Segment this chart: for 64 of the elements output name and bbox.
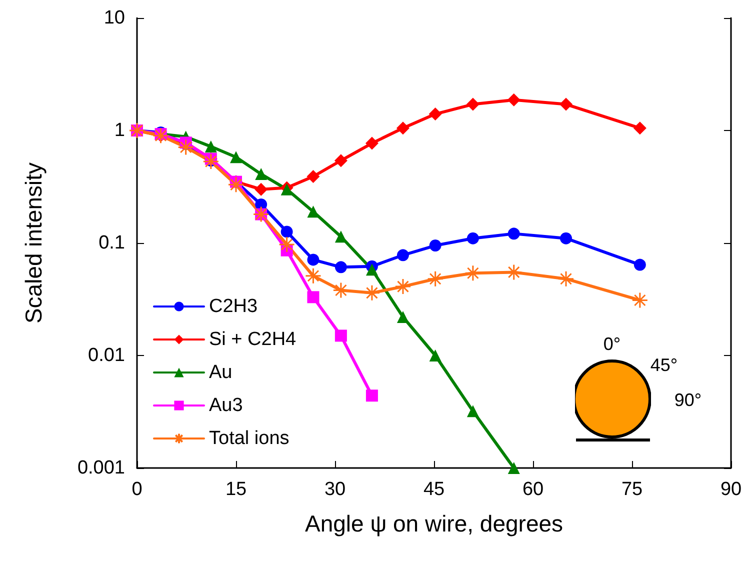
y-tick-label: 1 <box>114 120 125 141</box>
point <box>632 292 648 308</box>
legend-label: Au <box>209 362 232 383</box>
x-tick-label: 75 <box>621 479 643 500</box>
point <box>230 151 242 164</box>
point <box>204 140 217 153</box>
point <box>396 122 410 135</box>
point <box>428 108 442 121</box>
x-tick-label: 45 <box>423 479 445 500</box>
point <box>255 168 268 180</box>
annotation: 0° <box>603 334 621 354</box>
point <box>508 462 520 474</box>
annotation: 90° <box>674 390 702 410</box>
point <box>278 236 296 253</box>
point <box>429 240 442 252</box>
point <box>507 93 520 106</box>
point <box>560 98 572 111</box>
point <box>396 310 409 323</box>
point <box>508 228 520 240</box>
point <box>365 136 378 150</box>
point <box>178 138 194 156</box>
point <box>228 176 244 193</box>
x-tick-label: 15 <box>225 479 247 500</box>
legend-label: Total ions <box>209 428 290 449</box>
point <box>466 98 480 111</box>
point <box>396 249 409 262</box>
point <box>280 226 293 238</box>
legend-label: Au3 <box>209 395 243 416</box>
point <box>466 232 479 244</box>
y-tick-label: 0.01 <box>88 345 125 366</box>
annotation: 45° <box>650 355 678 375</box>
x-tick-label: 30 <box>324 479 346 500</box>
point <box>254 182 268 196</box>
legend-label: C2H3 <box>209 296 258 317</box>
point <box>558 270 574 288</box>
y-tick-label: 10 <box>104 8 125 28</box>
y-axis-title: Scaled intensity <box>20 162 46 324</box>
point <box>304 268 322 284</box>
x-tick-label: 60 <box>522 479 544 500</box>
point <box>429 350 442 362</box>
y-tick-label: 0.001 <box>77 458 125 478</box>
x-tick-label: 0 <box>132 479 142 500</box>
point <box>560 232 572 244</box>
point <box>307 206 320 218</box>
point <box>364 284 380 302</box>
point <box>334 230 347 243</box>
point <box>202 153 220 170</box>
point <box>394 278 412 295</box>
point <box>334 330 347 342</box>
point <box>366 390 378 402</box>
point <box>427 270 444 288</box>
point <box>307 254 320 266</box>
point <box>633 122 646 135</box>
x-tick-label: 90 <box>720 479 742 500</box>
y-tick-label: 0.1 <box>98 232 125 254</box>
point <box>334 154 348 168</box>
x-axis-title: Angle ψ on wire, degrees <box>304 510 564 536</box>
point <box>634 258 646 271</box>
point <box>334 261 347 274</box>
point <box>306 170 320 184</box>
point <box>466 405 479 418</box>
point <box>366 264 378 276</box>
legend-label: Si + C2H4 <box>209 329 297 350</box>
point <box>307 291 320 304</box>
